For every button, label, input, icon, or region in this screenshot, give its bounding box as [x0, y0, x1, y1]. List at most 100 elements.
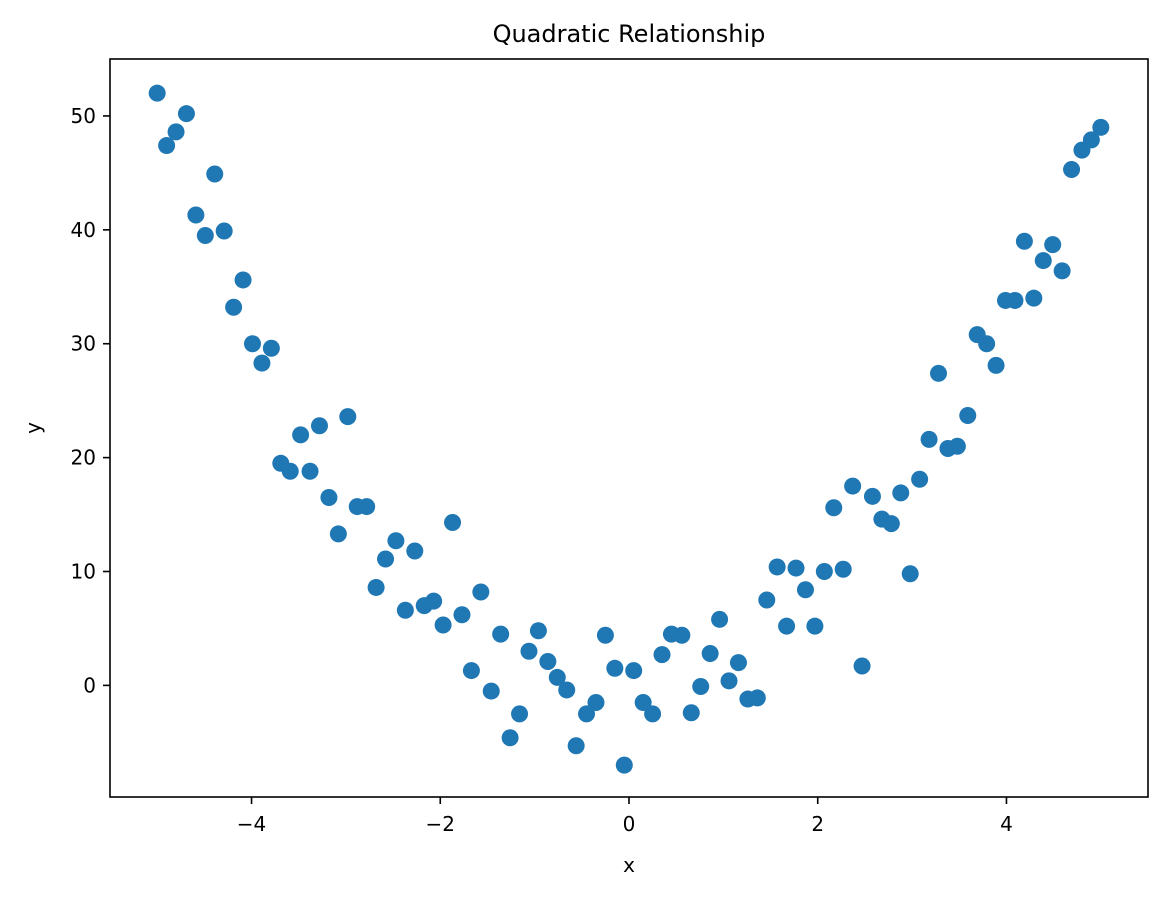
data-point: [692, 678, 710, 696]
data-point: [815, 563, 833, 580]
y-tick-label: 0: [83, 673, 96, 697]
data-point: [196, 227, 214, 245]
data-point: [1015, 232, 1033, 250]
data-point: [1092, 118, 1110, 136]
data-point: [511, 705, 529, 723]
data-point: [720, 672, 738, 690]
data-point: [930, 364, 948, 382]
data-point: [301, 462, 319, 480]
data-point: [206, 165, 224, 183]
data-point: [682, 704, 700, 722]
data-point: [243, 335, 261, 353]
data-point: [1034, 252, 1052, 270]
data-point: [787, 559, 805, 577]
data-point: [367, 578, 385, 596]
data-point: [329, 525, 347, 543]
y-tick-label: 10: [71, 560, 96, 584]
data-point: [901, 565, 919, 583]
data-point: [615, 756, 633, 774]
data-point: [1053, 262, 1071, 280]
data-point: [339, 408, 357, 426]
y-tick-label: 40: [71, 218, 96, 242]
data-point: [177, 105, 195, 123]
y-tick-label: 50: [71, 104, 96, 128]
data-point: [853, 657, 871, 675]
data-point: [453, 606, 471, 624]
data-point: [253, 354, 271, 372]
data-point: [673, 626, 691, 644]
x-axis: −4 −2 0 2 4: [237, 797, 1013, 836]
y-tick-label: 30: [71, 332, 96, 356]
data-point: [711, 610, 729, 628]
data-point: [987, 356, 1005, 374]
data-point: [377, 550, 395, 568]
x-axis-label: x: [623, 853, 635, 877]
data-point: [501, 729, 519, 747]
data-point: [472, 583, 490, 601]
y-axis-label: y: [21, 422, 45, 434]
data-point: [387, 532, 405, 550]
data-point: [825, 499, 843, 517]
data-point: [492, 625, 510, 643]
data-point: [358, 498, 376, 516]
data-point: [167, 123, 185, 141]
x-tick-label: 0: [623, 812, 636, 836]
data-point: [320, 488, 338, 506]
data-point: [606, 659, 624, 677]
data-point: [292, 426, 310, 444]
data-point: [225, 298, 243, 316]
data-point: [948, 437, 966, 455]
data-point: [1082, 131, 1100, 149]
data-point: [187, 206, 205, 224]
y-axis: 0 10 20 30 40 50: [71, 104, 110, 697]
chart-title: Quadratic Relationship: [493, 20, 766, 48]
data-point: [406, 542, 424, 560]
data-point: [262, 339, 280, 357]
data-point: [462, 662, 480, 680]
data-point: [215, 222, 233, 240]
data-point: [644, 705, 662, 723]
data-point: [578, 705, 596, 723]
data-point: [158, 137, 176, 155]
data-point: [1025, 289, 1043, 307]
data-point: [806, 617, 824, 635]
data-point: [959, 406, 977, 424]
data-point: [653, 646, 671, 664]
data-point: [529, 622, 547, 640]
data-point: [281, 462, 299, 480]
data-point: [444, 514, 462, 532]
data-point: [148, 84, 166, 102]
points-layer: [148, 84, 1110, 774]
x-tick-label: 2: [811, 812, 824, 836]
data-point: [482, 682, 500, 700]
data-point: [539, 652, 557, 670]
data-point: [567, 737, 585, 755]
x-tick-label: −4: [237, 812, 266, 836]
data-point: [558, 681, 576, 699]
data-point: [729, 654, 747, 672]
data-point: [625, 662, 643, 680]
data-point: [587, 693, 605, 711]
data-point: [768, 558, 786, 576]
data-point: [548, 668, 566, 686]
data-point: [434, 616, 452, 634]
data-point: [596, 626, 614, 644]
data-point: [920, 430, 938, 448]
data-point: [863, 487, 881, 505]
x-tick-label: −2: [426, 812, 455, 836]
data-point: [1044, 236, 1062, 254]
data-point: [748, 689, 766, 707]
data-point: [425, 592, 443, 610]
data-point: [882, 515, 900, 533]
data-point: [520, 642, 538, 660]
data-point: [892, 484, 910, 502]
y-tick-label: 20: [71, 446, 96, 470]
data-point: [834, 560, 852, 578]
data-point: [844, 477, 862, 495]
data-point: [701, 645, 719, 662]
data-point: [634, 693, 652, 711]
data-point: [778, 617, 796, 635]
data-point: [911, 470, 929, 488]
